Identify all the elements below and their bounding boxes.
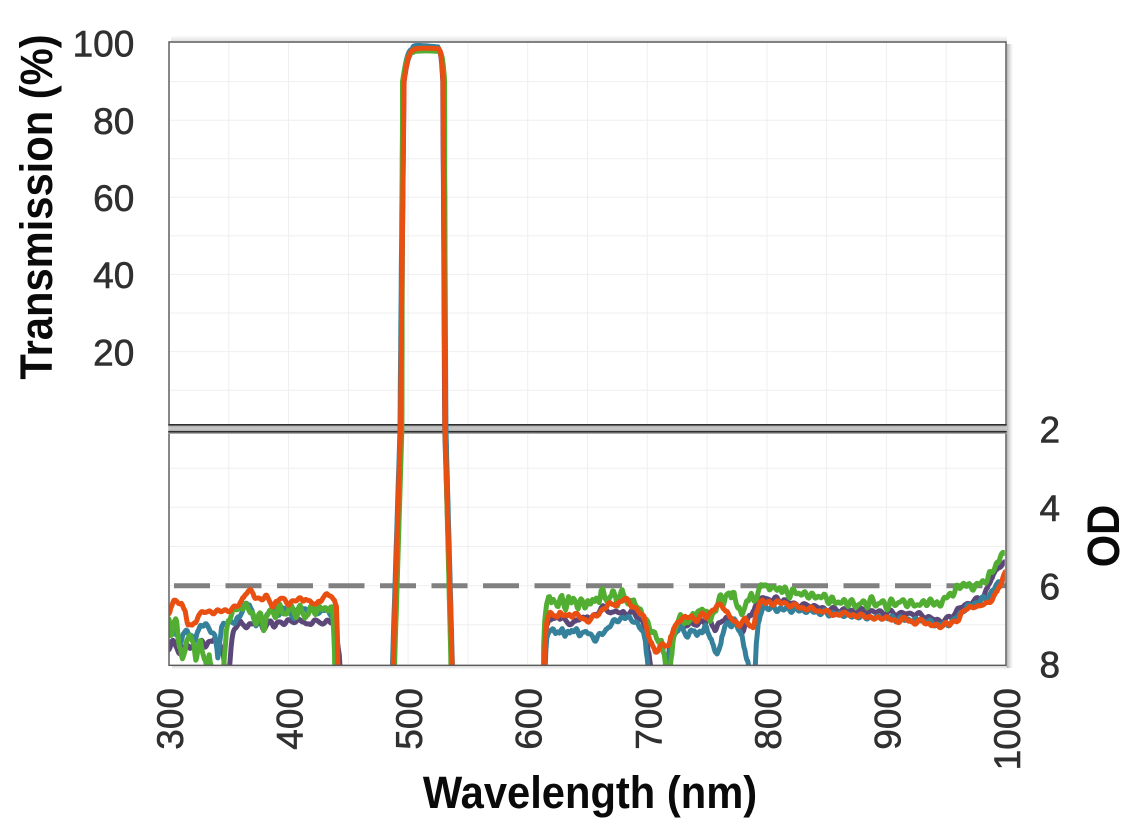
svg-text:20: 20 xyxy=(93,332,134,373)
svg-text:400: 400 xyxy=(270,688,311,750)
svg-text:2: 2 xyxy=(1040,410,1061,451)
svg-text:300: 300 xyxy=(150,688,191,750)
svg-text:OD: OD xyxy=(1078,505,1129,568)
svg-text:700: 700 xyxy=(628,688,669,750)
svg-text:500: 500 xyxy=(389,688,430,750)
svg-text:6: 6 xyxy=(1040,566,1061,607)
svg-text:Transmission (%): Transmission (%) xyxy=(11,34,62,379)
svg-text:60: 60 xyxy=(93,178,134,219)
svg-text:100: 100 xyxy=(73,24,135,65)
svg-text:8: 8 xyxy=(1040,645,1061,686)
svg-text:800: 800 xyxy=(748,688,789,750)
svg-text:1000: 1000 xyxy=(987,688,1028,770)
svg-text:80: 80 xyxy=(93,101,134,142)
svg-text:Wavelength (nm): Wavelength (nm) xyxy=(423,767,757,818)
svg-text:600: 600 xyxy=(509,688,550,750)
svg-text:40: 40 xyxy=(93,255,134,296)
svg-text:900: 900 xyxy=(867,688,908,750)
svg-text:4: 4 xyxy=(1040,488,1061,529)
